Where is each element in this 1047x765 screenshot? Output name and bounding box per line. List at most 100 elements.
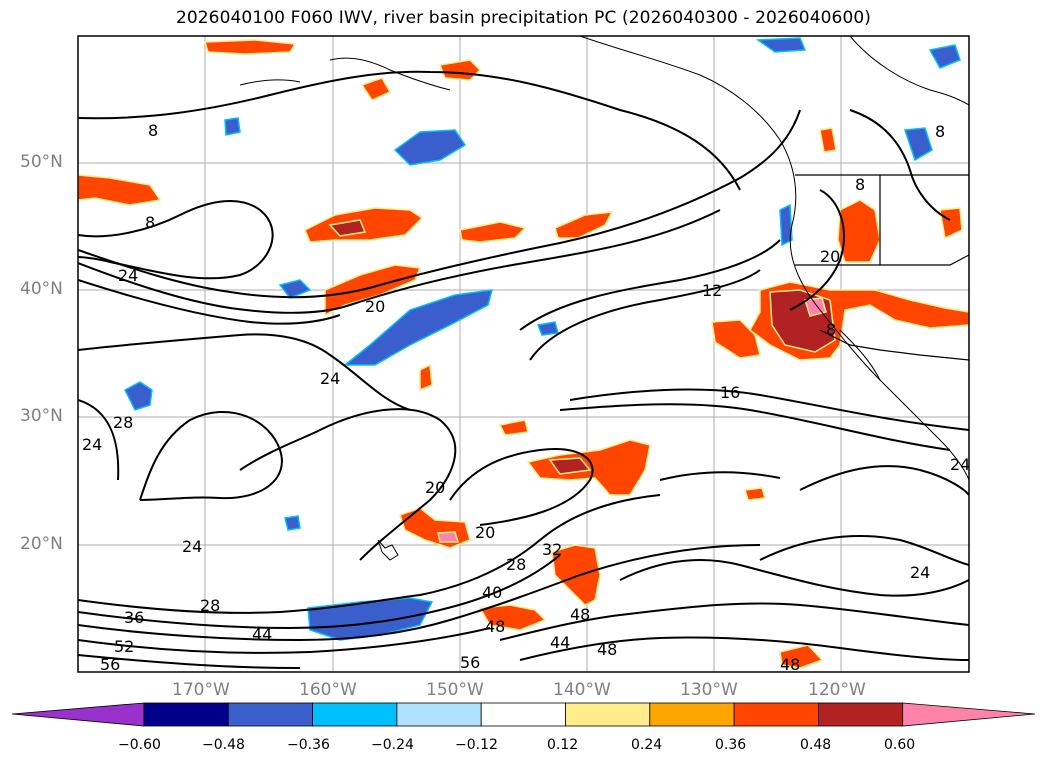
- pos-region: [304, 207, 424, 243]
- pos-region: [437, 531, 460, 543]
- pos-region: [360, 77, 392, 101]
- colorbar-tick-label: 0.36: [715, 737, 747, 753]
- map-content: 8 8 8 8 24 24 28 24 20 20 24 28 36 52 56…: [78, 36, 970, 674]
- contour-label: 28: [200, 596, 220, 615]
- pos-region: [779, 644, 824, 669]
- coastlines: [239, 36, 969, 561]
- pos-region: [551, 544, 601, 606]
- pos-region: [498, 419, 529, 436]
- pos-region: [819, 127, 837, 153]
- contour-label: 48: [780, 655, 800, 674]
- pos-region: [478, 604, 547, 631]
- colorbar-extend-right: [902, 702, 1036, 727]
- contour-label: 40: [482, 583, 502, 602]
- contour-label: 36: [124, 608, 144, 627]
- contour-label: 48: [570, 605, 590, 624]
- colorbar-tick-label: 0.60: [884, 737, 916, 753]
- contour-label: 16: [720, 383, 740, 402]
- pos-region: [711, 319, 761, 359]
- contour-label: 24: [910, 563, 930, 582]
- neg-region: [124, 381, 153, 411]
- colorbar: [11, 702, 1036, 727]
- colorbar-segment: [818, 702, 904, 727]
- contour-label: 48: [485, 617, 505, 636]
- pos-region: [939, 207, 963, 240]
- colorbar-segment: [733, 702, 819, 727]
- colorbar-segment: [649, 702, 735, 727]
- borders: [795, 174, 969, 361]
- colorbar-segment: [143, 702, 229, 727]
- contour-label: 8: [935, 122, 945, 141]
- contour-label: 20: [820, 247, 840, 266]
- colorbar-tick-label: 0.24: [631, 737, 663, 753]
- neg-region: [307, 597, 434, 641]
- colorbar-tick-label: −0.24: [371, 737, 414, 753]
- pos-region: [744, 487, 766, 501]
- contour-label: 24: [320, 369, 340, 388]
- contour-labels: 8 8 8 8 24 24 28 24 20 20 24 28 36 52 56…: [82, 121, 970, 674]
- iwv-contours: [78, 70, 969, 669]
- contour-label: 56: [100, 655, 120, 674]
- map-title: 2026040100 F060 IWV, river basin precipi…: [175, 8, 872, 28]
- lat-label: 20°N: [20, 534, 63, 554]
- contour-label: 24: [118, 266, 138, 285]
- colorbar-tick-label: −0.60: [118, 737, 161, 753]
- contour-label: 28: [506, 555, 526, 574]
- colorbar-tick-label: −0.36: [287, 737, 330, 753]
- colorbar-segment: [227, 702, 314, 727]
- lon-label: 140°W: [553, 680, 611, 700]
- positive-pc-regions: [78, 39, 969, 669]
- contour-label: 24: [82, 435, 102, 454]
- contour-label: 8: [855, 175, 865, 194]
- contour-label: 20: [365, 297, 385, 316]
- pos-region: [837, 199, 881, 263]
- colorbar-tick-label: 0.48: [800, 737, 832, 753]
- gridlines: [78, 36, 969, 672]
- pos-region: [328, 219, 367, 237]
- pos-region: [526, 439, 651, 496]
- negative-pc-regions: [124, 37, 961, 641]
- pos-region: [438, 59, 482, 81]
- lon-label: 130°W: [680, 680, 738, 700]
- pos-region: [459, 221, 527, 243]
- contour-label: 24: [950, 455, 970, 474]
- pos-region: [554, 211, 614, 239]
- pos-region: [548, 457, 592, 475]
- colorbar-segment: [480, 702, 566, 727]
- contour-label: 48: [597, 640, 617, 659]
- contour-label: 8: [148, 121, 158, 140]
- neg-region: [224, 117, 241, 136]
- colorbar-segment: [565, 702, 651, 727]
- neg-region: [928, 44, 961, 69]
- colorbar-tick-label: −0.48: [202, 737, 245, 753]
- neg-region: [755, 37, 807, 53]
- contour-label: 12: [702, 281, 722, 300]
- lon-label: 150°W: [426, 680, 484, 700]
- lon-label: 160°W: [299, 680, 357, 700]
- colorbar-tick-label: 0.12: [547, 737, 579, 753]
- colorbar-tick-label: −0.12: [455, 737, 498, 753]
- neg-region: [278, 279, 312, 299]
- neg-region: [284, 515, 301, 531]
- contour-label: 28: [113, 413, 133, 432]
- pos-region: [204, 39, 297, 55]
- contour-label: 52: [114, 637, 134, 656]
- contour-label: 24: [182, 537, 202, 556]
- contour-label: 20: [425, 478, 445, 497]
- neg-region: [779, 203, 793, 247]
- lon-label: 170°W: [172, 680, 230, 700]
- pos-region: [419, 363, 433, 392]
- contour-label: 44: [252, 625, 272, 644]
- neg-region: [342, 289, 494, 366]
- lat-label: 50°N: [20, 152, 63, 172]
- contour-label: 56: [460, 653, 480, 672]
- colorbar-segment: [396, 702, 482, 727]
- pos-region: [324, 264, 422, 317]
- colorbar-extend-left: [11, 702, 145, 727]
- neg-region: [536, 321, 559, 336]
- contour-label: 44: [550, 633, 570, 652]
- pos-region: [78, 174, 162, 206]
- colorbar-segment: [312, 702, 398, 727]
- contour-label: 32: [542, 540, 562, 559]
